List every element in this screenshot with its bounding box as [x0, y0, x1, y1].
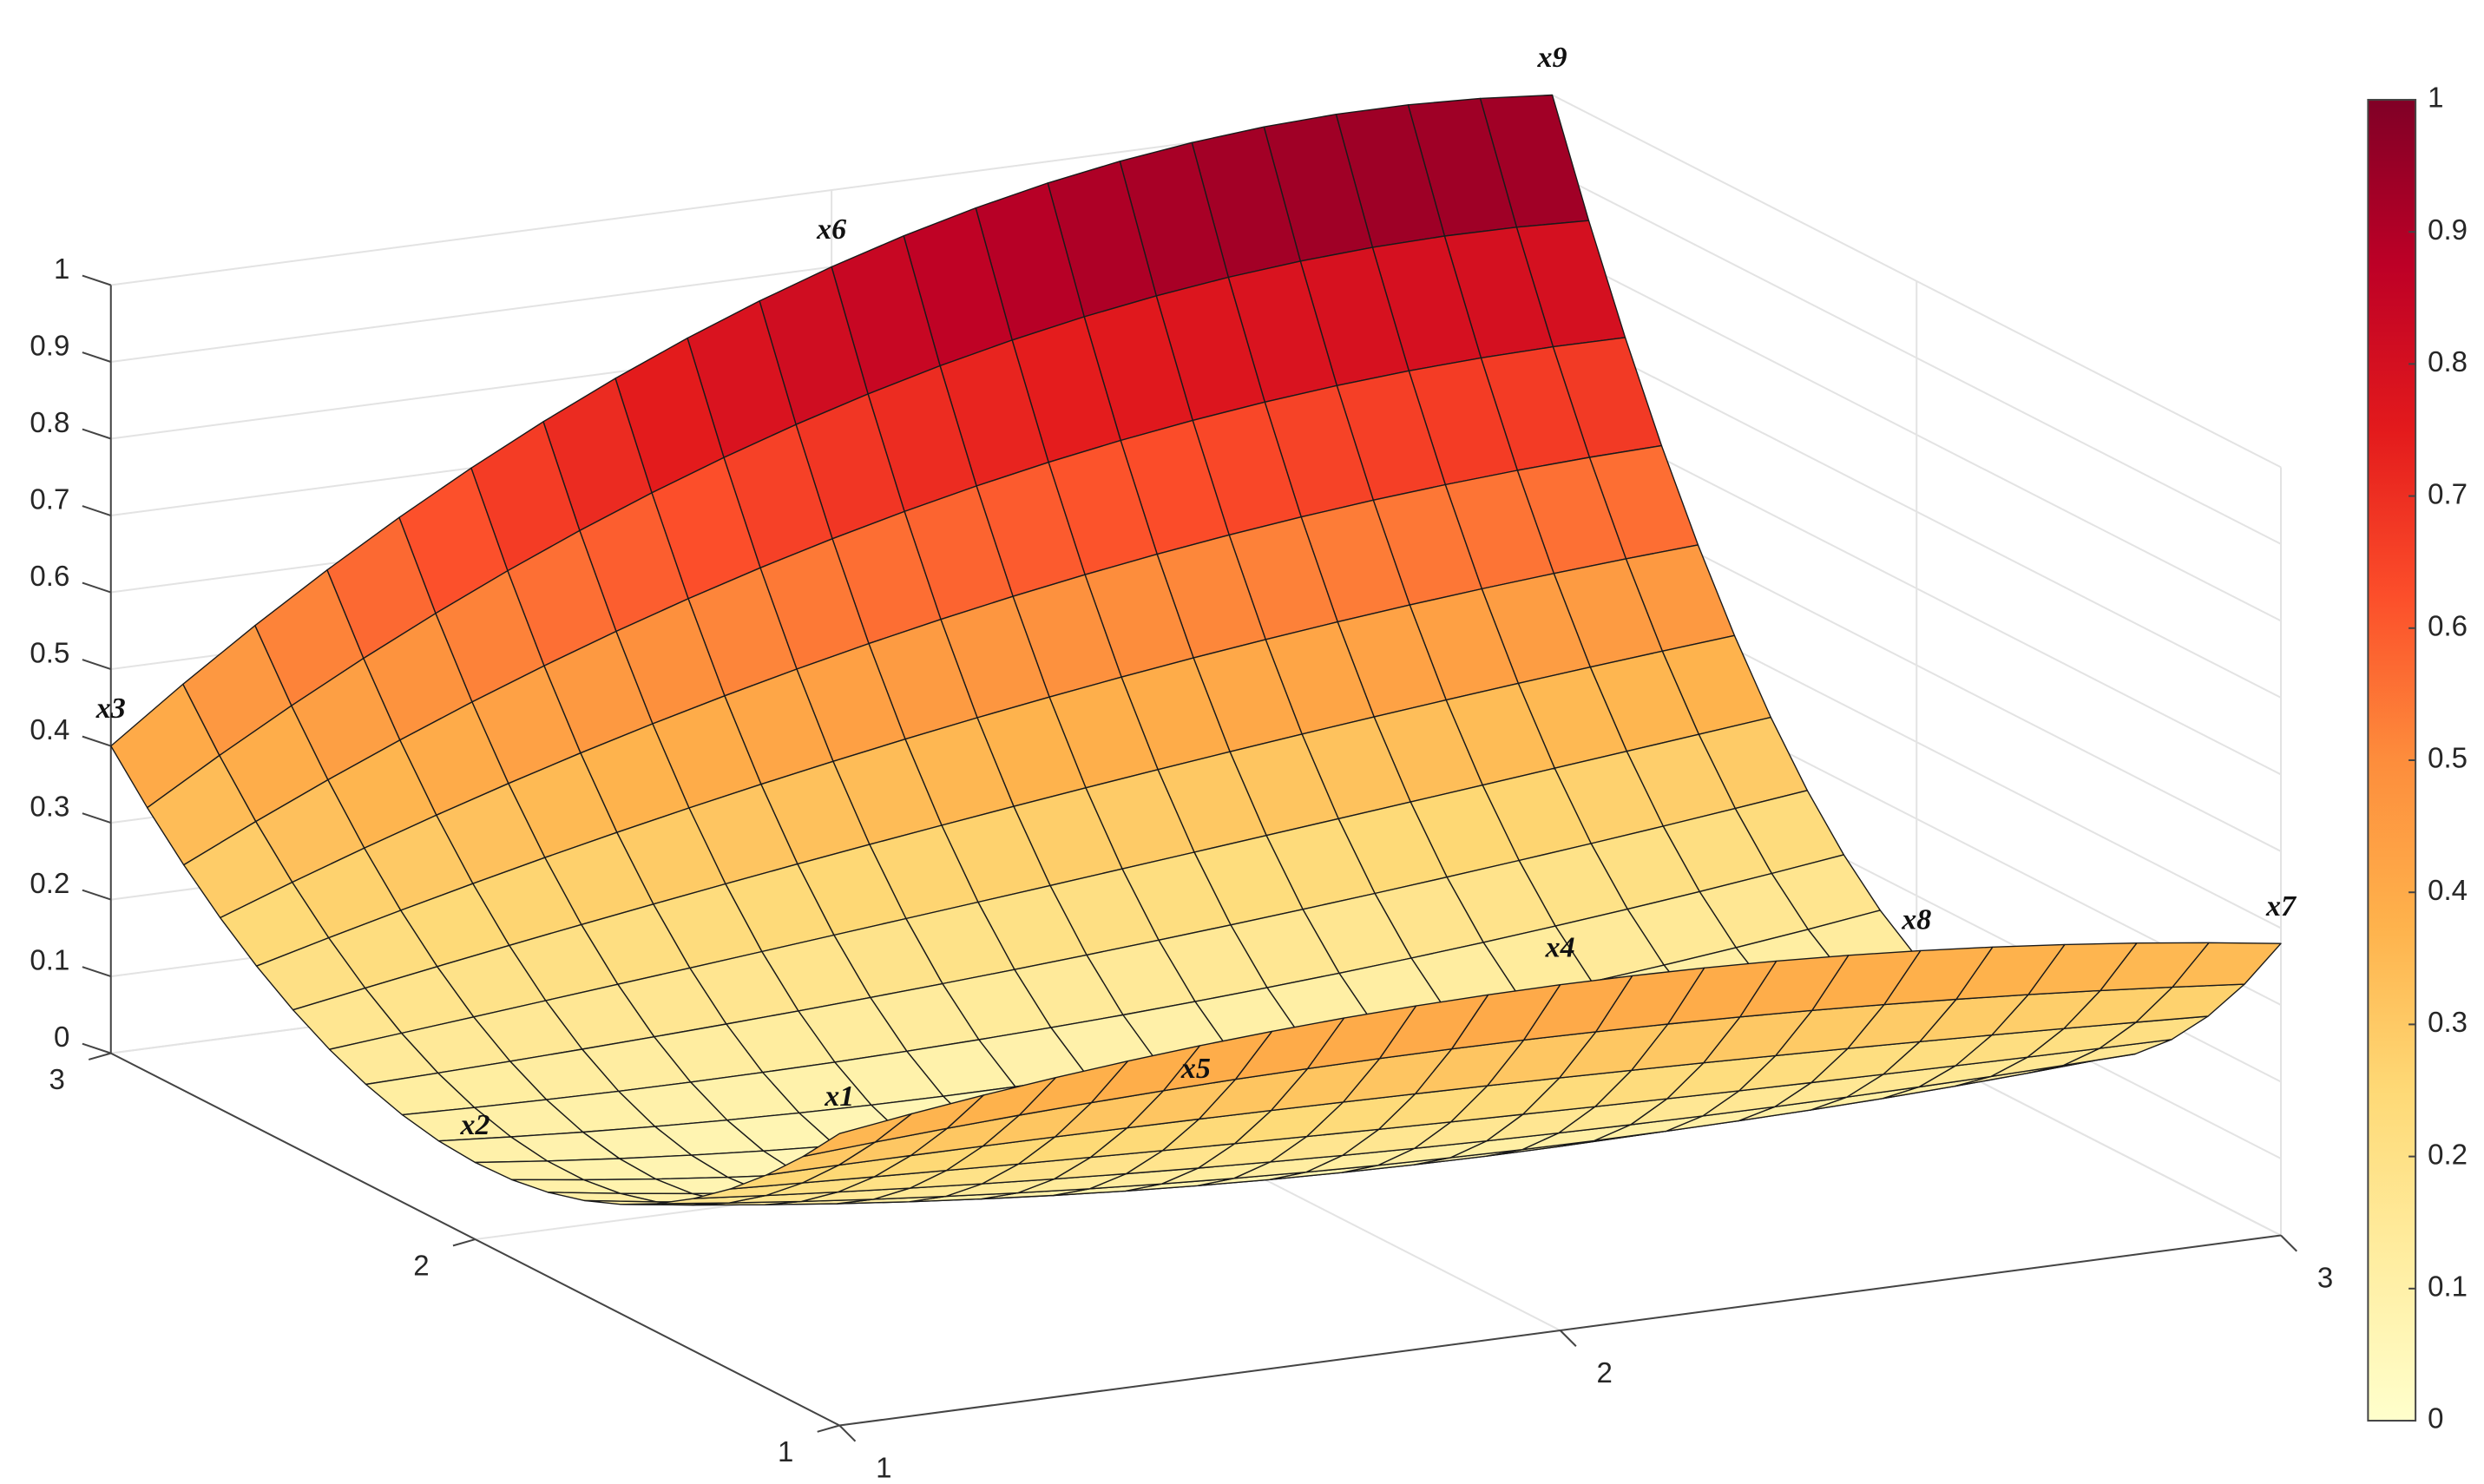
- x-tick: [2280, 1234, 2297, 1252]
- x-tick-label: 1: [876, 1451, 891, 1483]
- colorbar-scale: [2367, 98, 2417, 1422]
- z-tick-label: 0.1: [30, 943, 69, 975]
- node-label: x7: [2265, 890, 2297, 923]
- colorbar-tick-label: 0.5: [2428, 742, 2468, 774]
- z-tick: [82, 428, 112, 440]
- surface: [110, 94, 2282, 1206]
- label-layer: x1 x2 x3 x4 x5 x6 x7 x8 x9: [95, 42, 2297, 1141]
- node-label: x9: [1537, 42, 1567, 74]
- z-tick-label: 0.3: [30, 790, 69, 822]
- colorbar-tick-label: 0: [2428, 1402, 2443, 1435]
- z-tick-label: 0.4: [30, 713, 69, 745]
- z-tick: [82, 812, 112, 824]
- y-tick: [452, 1238, 476, 1247]
- node-label: x8: [1901, 903, 1931, 936]
- colorbar: 0 0.1 0.2 0.3 0.4 0.5 0.6 0.7 0.8 0.9 1: [2367, 82, 2468, 1435]
- y-tick-label: 2: [413, 1250, 429, 1282]
- node-label: x4: [1545, 931, 1575, 963]
- y-tick: [88, 1052, 112, 1060]
- x-tick-label: 2: [1597, 1356, 1613, 1389]
- x-tick: [1559, 1330, 1577, 1347]
- node-label: x1: [824, 1080, 854, 1113]
- node-label: x3: [95, 693, 126, 725]
- node-label: x2: [460, 1109, 490, 1141]
- z-tick: [82, 966, 112, 978]
- z-tick: [82, 735, 112, 747]
- colorbar-tick-label: 0.7: [2428, 477, 2468, 509]
- y-tick-label: 3: [49, 1063, 65, 1095]
- z-tick-label: 0.5: [30, 636, 69, 668]
- z-tick-label: 0.7: [30, 483, 69, 515]
- z-tick-label: 0.2: [30, 867, 69, 899]
- z-tick-label: 0: [54, 1021, 69, 1053]
- colorbar-tick-label: 1: [2428, 82, 2443, 114]
- node-label: x6: [816, 213, 846, 246]
- z-tick-label: 0.6: [30, 560, 69, 592]
- z-tick: [82, 889, 112, 901]
- x-tick-label: 3: [2317, 1261, 2333, 1293]
- colorbar-tick-label: 0.2: [2428, 1138, 2468, 1170]
- colorbar-tick-label: 0.9: [2428, 213, 2468, 246]
- z-tick: [82, 351, 112, 363]
- colorbar-tick-label: 0.8: [2428, 345, 2468, 378]
- surface-patch: [802, 1113, 913, 1158]
- z-tick: [82, 274, 112, 286]
- colorbar-tick-label: 0.6: [2428, 610, 2468, 642]
- z-tick-label: 1: [54, 253, 69, 285]
- colorbar-tick-label: 0.4: [2428, 874, 2468, 906]
- colorbar-tick-label: 0.1: [2428, 1271, 2468, 1303]
- z-tick: [82, 581, 112, 594]
- z-tick: [82, 505, 112, 516]
- y-tick-label: 1: [778, 1435, 793, 1468]
- x-tick: [838, 1424, 857, 1442]
- z-tick-label: 0.8: [30, 406, 69, 438]
- colorbar-tick-label: 0.3: [2428, 1006, 2468, 1038]
- node-label: x5: [1180, 1053, 1211, 1085]
- z-tick-label: 0.9: [30, 329, 69, 361]
- z-tick: [82, 659, 112, 671]
- z-tick: [82, 1042, 112, 1054]
- axis-layer: 0 0.1 0.2 0.3 0.4 0.5 0.6 0.7 0.8 0.9 1 1 2 3 1 2 3: [30, 253, 2333, 1484]
- y-tick: [817, 1424, 840, 1433]
